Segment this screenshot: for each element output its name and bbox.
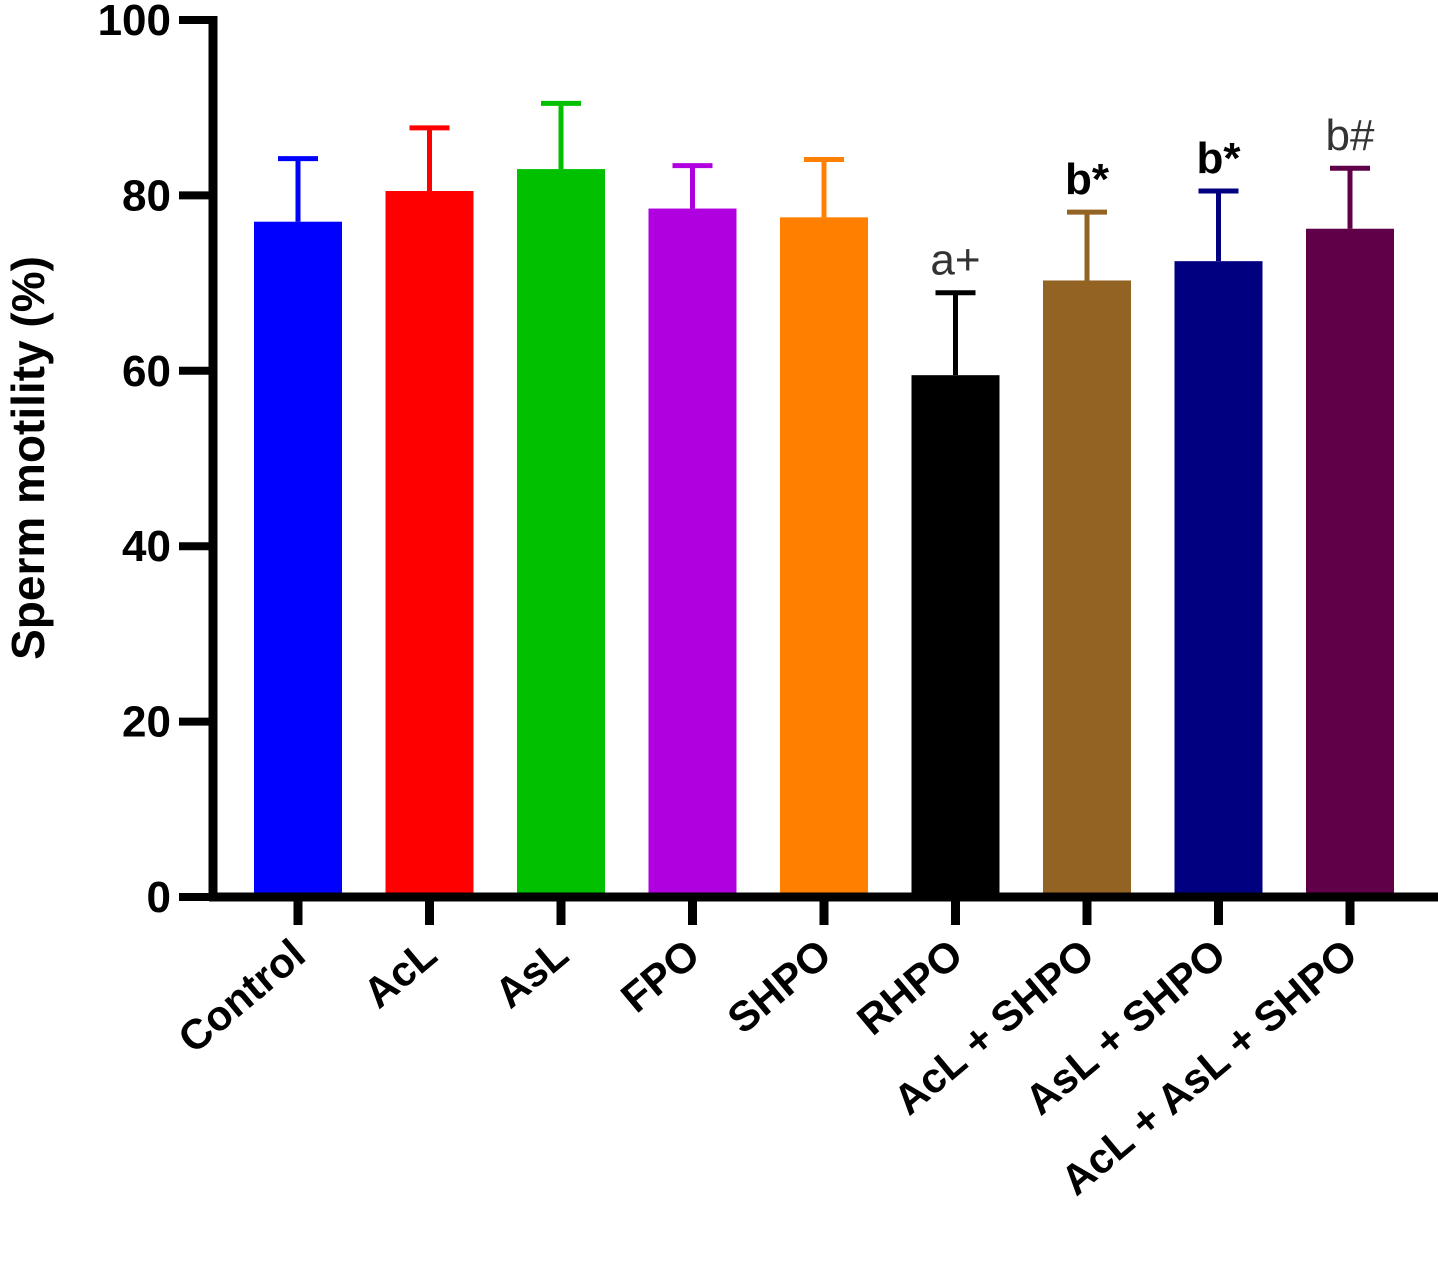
y-axis-title: Sperm motility (%) (2, 256, 54, 660)
y-tick-label-100: 100 (98, 0, 171, 45)
x-label-fpo: FPO (612, 930, 708, 1022)
bar-fpo (648, 208, 737, 897)
bar-acl-shpo (1043, 280, 1131, 897)
y-tick-label-80: 80 (122, 171, 171, 220)
y-ticks-layer: 0 20 40 60 80 100 (98, 0, 213, 922)
annotation-acl-shpo: b* (1065, 155, 1110, 204)
annotation-rhpo: a+ (930, 236, 980, 285)
errorbars-layer (278, 100, 1370, 376)
bar-asl-shpo (1174, 261, 1263, 897)
bar-asl (517, 169, 605, 898)
y-tick-label-20: 20 (122, 698, 171, 747)
x-label-rhpo: RHPO (848, 930, 971, 1044)
y-tick-label-0: 0 (147, 873, 171, 922)
x-label-acl: AcL (354, 930, 445, 1017)
annotations-layer: a+ b* b* b# (930, 111, 1375, 285)
y-tick-label-40: 40 (122, 522, 171, 571)
x-label-shpo: SHPO (718, 930, 839, 1043)
y-tick-label-60: 60 (122, 347, 171, 396)
bar-control (254, 221, 342, 897)
bars-layer (254, 169, 1394, 898)
x-label-asl: AsL (486, 930, 577, 1017)
bar-acl (385, 191, 474, 897)
annotation-asl-shpo: b* (1197, 134, 1242, 183)
bar-acl-asl-shpo (1306, 228, 1394, 897)
x-label-control: Control (169, 930, 314, 1062)
annotation-acl-asl-shpo: b# (1326, 111, 1375, 160)
bar-shpo (780, 217, 868, 897)
bar-rhpo (911, 375, 1000, 897)
